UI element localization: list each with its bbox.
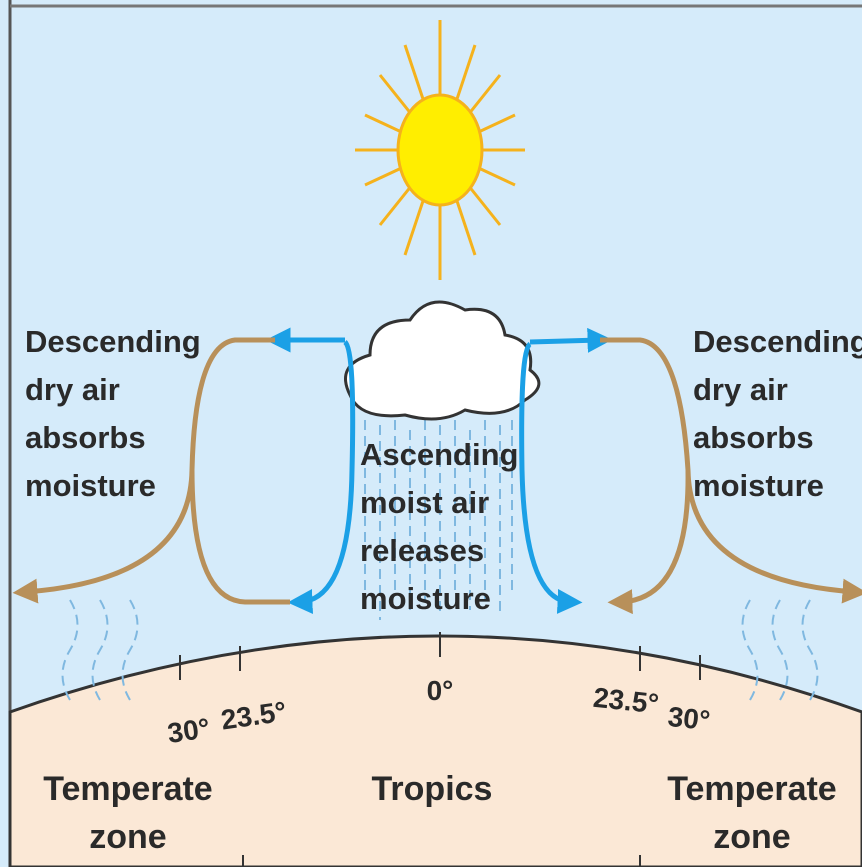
label: 30° — [666, 701, 711, 736]
label: dry air — [25, 372, 120, 407]
latitude-ticks — [179, 632, 701, 867]
label: Tropics — [372, 770, 493, 808]
label: moist air — [360, 485, 489, 520]
moisture-waves — [61, 599, 819, 701]
ground — [8, 634, 862, 867]
label: absorbs — [25, 420, 146, 455]
label: zone — [713, 818, 790, 856]
label: Temperate — [43, 770, 212, 808]
label: Descending — [693, 324, 862, 359]
label: 0° — [427, 675, 454, 706]
circulation — [12, 327, 862, 615]
label: Ascending — [360, 437, 518, 472]
label: Descending — [25, 324, 201, 359]
label: zone — [89, 818, 166, 856]
label: moisture — [360, 581, 491, 616]
label: 30° — [166, 712, 212, 749]
label: absorbs — [693, 420, 814, 455]
label: moisture — [25, 468, 156, 503]
label: Temperate — [667, 770, 836, 808]
sun — [396, 93, 484, 207]
rain — [364, 420, 513, 620]
label: 23.5° — [592, 682, 661, 720]
label: releases — [360, 533, 484, 568]
label: moisture — [693, 468, 824, 503]
label: dry air — [693, 372, 788, 407]
